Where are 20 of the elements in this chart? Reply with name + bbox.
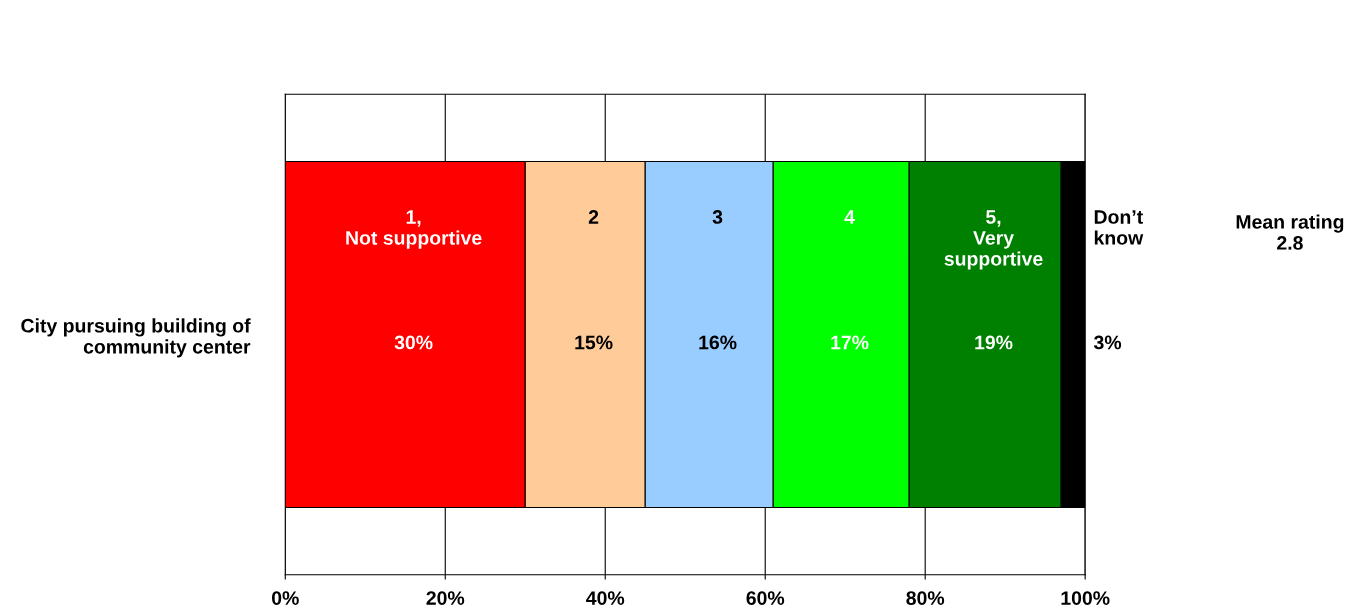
series-label: 3	[712, 210, 723, 224]
x-tick-label: 20%	[426, 591, 465, 605]
x-tick-label: 0%	[272, 591, 299, 605]
x-tick-label: 40%	[586, 591, 625, 605]
series-label: 4	[844, 210, 855, 224]
y-tick-label: City pursuing building of community center	[21, 318, 251, 358]
x-tick-label: 80%	[906, 591, 945, 605]
x-tick-label: 60%	[746, 591, 785, 605]
data-label: 17%	[831, 335, 869, 350]
x-tick-label: 100%	[1061, 591, 1110, 605]
series-label: Don’t know	[1094, 210, 1144, 245]
data-label: 15%	[575, 335, 613, 350]
series-label: 2	[588, 210, 599, 224]
text: Mean rating 2.8	[1236, 214, 1344, 250]
series-label: 5, Very supportive	[944, 210, 1043, 270]
series-label: 1, Not supportive	[346, 210, 482, 249]
data-label: 16%	[699, 335, 737, 350]
data-label: 30%	[394, 335, 433, 350]
data-label: 3%	[1093, 335, 1122, 350]
data-label: 19%	[975, 335, 1013, 350]
